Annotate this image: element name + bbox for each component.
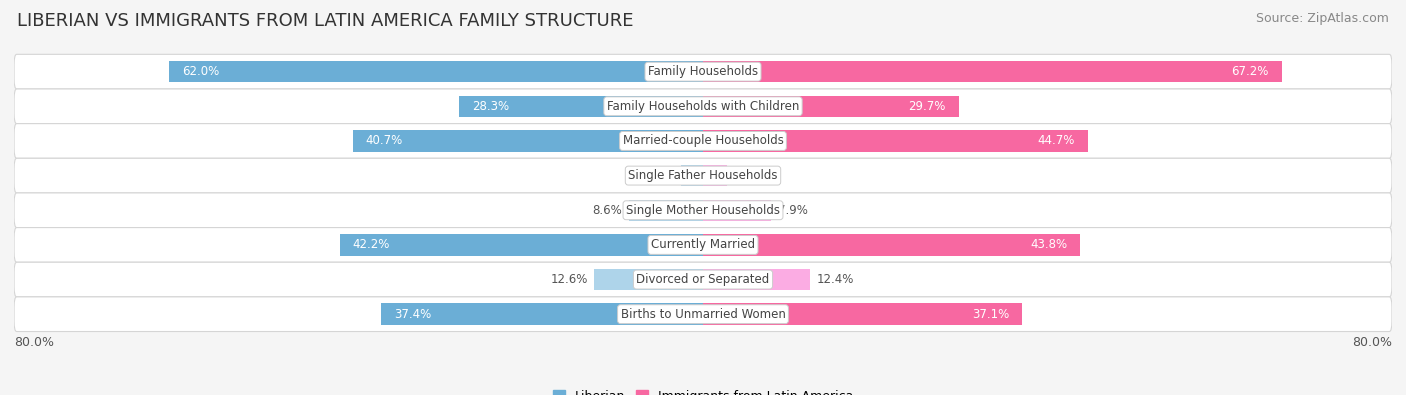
Text: Currently Married: Currently Married (651, 239, 755, 251)
Bar (353, 130, 703, 152)
Bar (628, 199, 703, 221)
Text: 2.8%: 2.8% (734, 169, 763, 182)
Text: 8.6%: 8.6% (592, 204, 621, 217)
Legend: Liberian, Immigrants from Latin America: Liberian, Immigrants from Latin America (553, 389, 853, 395)
Bar (703, 269, 810, 290)
FancyBboxPatch shape (14, 124, 1392, 158)
Text: 7.9%: 7.9% (778, 204, 808, 217)
Text: 12.4%: 12.4% (817, 273, 853, 286)
Bar (703, 303, 1022, 325)
Text: 62.0%: 62.0% (181, 65, 219, 78)
Text: Family Households: Family Households (648, 65, 758, 78)
Text: Births to Unmarried Women: Births to Unmarried Women (620, 308, 786, 321)
FancyBboxPatch shape (14, 55, 1392, 89)
FancyBboxPatch shape (14, 228, 1392, 262)
Text: 80.0%: 80.0% (14, 336, 53, 349)
Text: 80.0%: 80.0% (1353, 336, 1392, 349)
Bar (381, 303, 703, 325)
FancyBboxPatch shape (14, 262, 1392, 297)
Text: 42.2%: 42.2% (353, 239, 389, 251)
Text: 37.4%: 37.4% (394, 308, 432, 321)
Bar (703, 61, 1282, 83)
Text: Divorced or Separated: Divorced or Separated (637, 273, 769, 286)
Text: 40.7%: 40.7% (366, 134, 402, 147)
Text: 2.5%: 2.5% (645, 169, 675, 182)
Text: 29.7%: 29.7% (908, 100, 946, 113)
Text: 37.1%: 37.1% (973, 308, 1010, 321)
FancyBboxPatch shape (14, 89, 1392, 124)
Text: 44.7%: 44.7% (1038, 134, 1076, 147)
Bar (703, 130, 1088, 152)
Bar (595, 269, 703, 290)
Text: Single Mother Households: Single Mother Households (626, 204, 780, 217)
FancyBboxPatch shape (14, 158, 1392, 193)
Text: 43.8%: 43.8% (1031, 239, 1067, 251)
Bar (703, 199, 770, 221)
Text: LIBERIAN VS IMMIGRANTS FROM LATIN AMERICA FAMILY STRUCTURE: LIBERIAN VS IMMIGRANTS FROM LATIN AMERIC… (17, 12, 633, 30)
Bar (703, 234, 1080, 256)
Text: Married-couple Households: Married-couple Households (623, 134, 783, 147)
Bar (703, 96, 959, 117)
Bar (682, 165, 703, 186)
Text: Single Father Households: Single Father Households (628, 169, 778, 182)
Bar (460, 96, 703, 117)
FancyBboxPatch shape (14, 193, 1392, 228)
FancyBboxPatch shape (14, 297, 1392, 331)
Text: Family Households with Children: Family Households with Children (607, 100, 799, 113)
Text: 67.2%: 67.2% (1232, 65, 1268, 78)
Bar (169, 61, 703, 83)
Text: 12.6%: 12.6% (550, 273, 588, 286)
Text: Source: ZipAtlas.com: Source: ZipAtlas.com (1256, 12, 1389, 25)
Bar (340, 234, 703, 256)
Text: 28.3%: 28.3% (472, 100, 509, 113)
Bar (703, 165, 727, 186)
